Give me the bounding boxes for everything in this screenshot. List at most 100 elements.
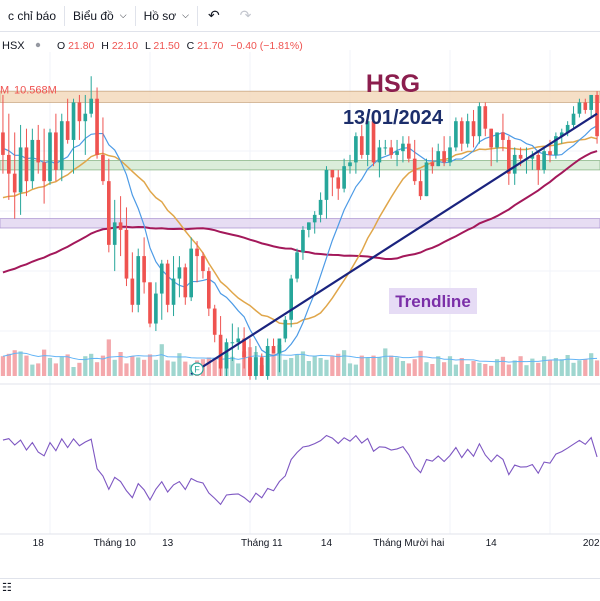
volume-bar [12,350,17,376]
candle-body [265,346,270,376]
candle [459,117,464,152]
toolbar-divider [196,5,198,26]
undo-icon[interactable]: ↶ [207,7,220,23]
candle [436,143,441,167]
volume-bar [53,363,58,376]
calendar-icon[interactable]: ☷ [2,582,12,594]
volume-bar [212,359,217,376]
candle [195,241,199,283]
candle [224,338,229,376]
volume-bar [389,355,394,376]
x-tick-label: 202 [583,538,600,549]
candle [254,346,258,380]
candle-body [36,139,41,163]
candle [77,94,82,140]
volume-pane [0,339,600,376]
volume-bar [153,359,158,376]
candle-body [12,173,17,193]
price-zone [0,90,600,103]
candle-body [348,162,352,167]
candle [330,169,335,197]
candle-body [483,106,488,129]
redo-icon[interactable]: ↷ [239,7,252,23]
candle-body [83,113,88,122]
trendline-line [190,112,598,376]
chevron-down-icon: ⌵ [119,10,127,20]
candle-body [54,132,58,170]
candle-body [201,256,205,272]
candle-body [277,338,282,354]
candle-body [59,121,64,170]
candle-body [459,121,464,144]
event-marker-text: F [194,365,200,375]
candle [130,252,135,313]
candle-body [48,132,52,182]
candle-body [107,181,111,245]
close-label: C [187,40,195,52]
volume-bar [136,357,141,376]
candle-body [518,154,523,159]
candle [189,237,193,302]
candle [65,98,70,144]
volume-bar [59,356,64,376]
volume-bar [442,362,447,376]
volume-bar [524,365,529,376]
candle-body [236,338,241,343]
profile-menu-button[interactable]: Hồ sơ ⌵ [136,0,197,31]
candle [148,282,152,328]
volume-bar [324,359,329,376]
candle-body [77,102,82,122]
candle-body [1,132,5,155]
volume-bar [371,355,376,376]
volume-bar [553,358,558,376]
candle [389,139,393,159]
candle-body [512,154,517,174]
candle-body [477,106,482,137]
candle [18,124,23,215]
volume-bar [47,358,53,376]
candle [95,87,99,159]
volume-bar [477,362,482,376]
candle-body [495,132,499,148]
chart-type-menu-button[interactable]: Biểu đồ ⌵ [65,0,135,31]
indicators-menu-button[interactable]: c chỉ báo [0,0,64,31]
candle [183,263,188,305]
volume-bar [71,367,76,376]
candle [318,192,323,223]
volume-bar [18,351,23,376]
volume-bar [577,360,582,376]
status-dot-icon [35,42,41,48]
candle-body [548,151,552,155]
candle-body [336,177,341,189]
stock-chart[interactable]: F 18 Tháng 10 13 Tháng 11 14 Tháng Mười hai 14… [0,31,600,578]
candle-body [489,128,493,148]
volume-bar [436,356,441,376]
volume-bar [318,358,323,376]
price-zones [0,90,600,229]
candle [142,237,146,294]
candle-body [412,158,417,182]
candle-body [142,256,146,283]
candle [483,102,488,137]
low-label: L [145,40,151,52]
volume-bar [500,356,506,376]
candle [471,109,476,148]
candle-body [101,154,105,182]
volume-bar [571,362,576,376]
volume-bar [36,363,41,376]
candle [118,196,123,257]
candle-body [165,263,170,305]
x-tick-label: 14 [486,538,498,549]
candle-body [354,136,358,163]
x-tick-label: 13 [162,538,174,549]
candle-body [401,143,405,152]
candle [1,94,5,174]
price-zone [0,160,600,171]
volume-bar [518,356,523,376]
candle-body [371,121,376,163]
open-value: 21.80 [68,40,94,52]
candle-body [189,248,193,298]
candlesticks [1,76,599,380]
volume-bar [271,353,276,376]
candle [536,151,541,185]
